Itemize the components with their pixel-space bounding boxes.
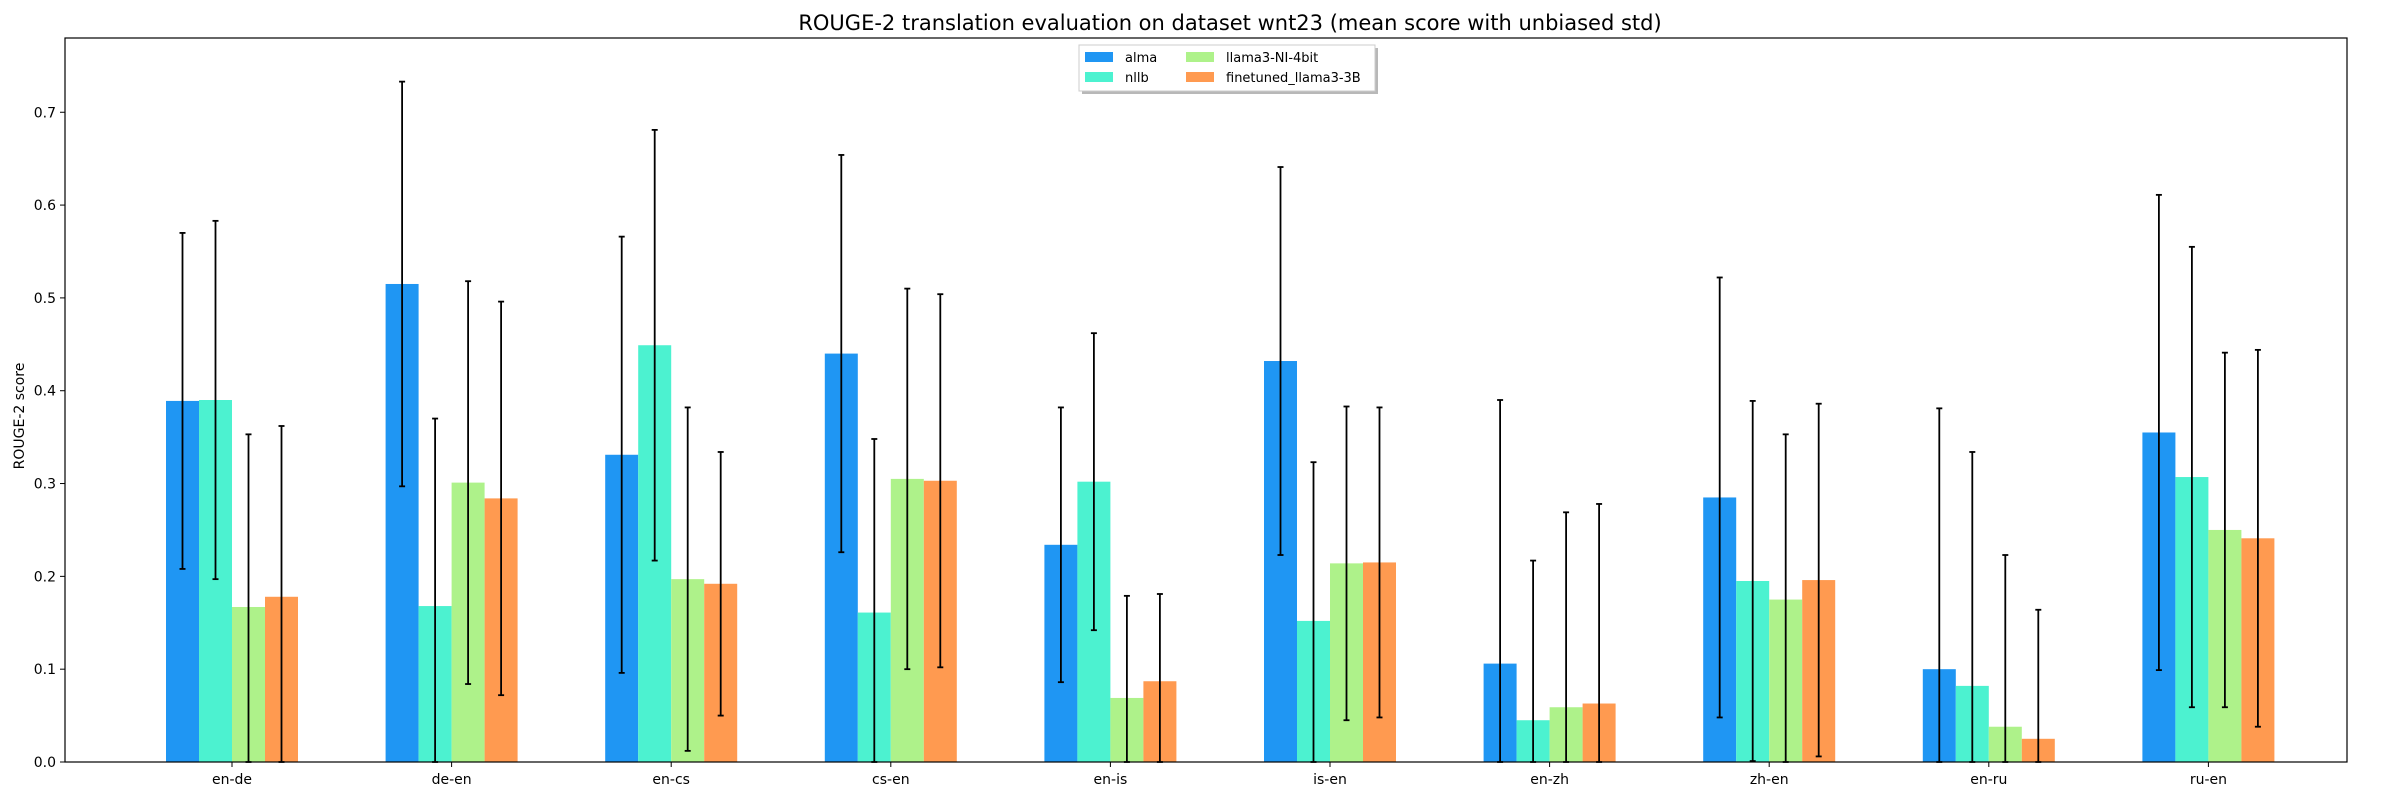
x-tick-label: en-ru [1970, 772, 2007, 788]
y-axis: 0.0 0.1 0.2 0.3 0.4 0.5 0.6 0.7 [34, 105, 65, 771]
y-tick-label: 0.3 [34, 477, 56, 493]
error-bar-alma-en-cs [618, 235, 625, 674]
error-bar-nllb-en-is [1090, 332, 1097, 632]
error-bar-nllb-ru-en [2188, 245, 2195, 709]
y-tick-label: 0.5 [34, 291, 56, 307]
legend-label-finetuned_llama3-3B: finetuned_llama3-3B [1226, 71, 1361, 86]
error-bar-alma-en-is [1057, 406, 1064, 684]
x-tick-label: ru-en [2190, 772, 2227, 788]
error-bars-layer [179, 80, 2261, 763]
legend-label-alma: alma [1125, 51, 1157, 66]
error-bar-llama3-NI-4bit-de-en [465, 280, 472, 685]
legend-box [1078, 44, 1376, 92]
legend-swatch-nllb [1085, 72, 1113, 82]
error-bar-llama3-NI-4bit-en-cs [684, 406, 691, 752]
error-bar-finetuned_llama3-3B-ru-en [2254, 348, 2261, 728]
error-bar-llama3-NI-4bit-is-en [1343, 405, 1350, 722]
error-bar-alma-de-en [399, 80, 406, 488]
x-tick-label: en-zh [1530, 772, 1569, 788]
error-bar-nllb-zh-en [1749, 400, 1756, 762]
error-bar-finetuned_llama3-3B-en-cs [717, 451, 724, 717]
error-bar-finetuned_llama3-3B-de-en [498, 300, 505, 697]
x-axis: en-de de-en en-cs cs-en en-is is-en en-zh zh-en… [212, 762, 2227, 788]
legend: alma nllb llama3-NI-4bit finetuned_llama3-3… [1078, 44, 1378, 94]
error-bar-llama3-NI-4bit-cs-en [904, 287, 911, 671]
error-bar-alma-ru-en [2155, 193, 2162, 672]
legend-label-nllb: nllb [1125, 71, 1149, 86]
error-bar-alma-is-en [1277, 166, 1284, 556]
chart-title: ROUGE-2 translation evaluation on datase… [798, 11, 1661, 35]
error-bar-llama3-NI-4bit-ru-en [2221, 351, 2228, 709]
bars-layer [166, 283, 2275, 762]
error-bar-finetuned_llama3-3B-cs-en [937, 293, 944, 669]
legend-swatch-finetuned_llama3-3B [1186, 72, 1214, 82]
y-tick-label: 0.0 [34, 755, 56, 771]
error-bar-alma-cs-en [838, 154, 845, 554]
error-bar-finetuned_llama3-3B-is-en [1376, 406, 1383, 719]
error-bar-nllb-en-de [212, 219, 219, 581]
y-tick-label: 0.1 [34, 662, 56, 678]
legend-swatch-llama3-NI-4bit [1186, 52, 1214, 62]
x-tick-label: en-de [212, 772, 252, 788]
plot-frame [64, 37, 2348, 763]
error-bar-alma-zh-en [1716, 276, 1723, 719]
legend-label-llama3-NI-4bit: llama3-NI-4bit [1226, 51, 1318, 66]
y-tick-label: 0.6 [34, 198, 56, 214]
x-tick-label: cs-en [872, 772, 910, 788]
y-tick-label: 0.7 [34, 105, 56, 121]
error-bar-finetuned_llama3-3B-zh-en [1815, 402, 1822, 758]
error-bar-nllb-en-cs [651, 128, 658, 562]
error-bar-alma-en-de [179, 232, 186, 570]
legend-swatch-alma [1085, 52, 1113, 62]
y-tick-label: 0.2 [34, 569, 56, 585]
x-tick-label: en-cs [652, 772, 690, 788]
y-tick-label: 0.4 [34, 384, 56, 400]
y-axis-label: ROUGE-2 score [12, 363, 28, 470]
x-tick-label: zh-en [1750, 772, 1789, 788]
x-tick-label: de-en [432, 772, 472, 788]
x-tick-label: en-is [1094, 772, 1128, 788]
x-tick-label: is-en [1313, 772, 1347, 788]
